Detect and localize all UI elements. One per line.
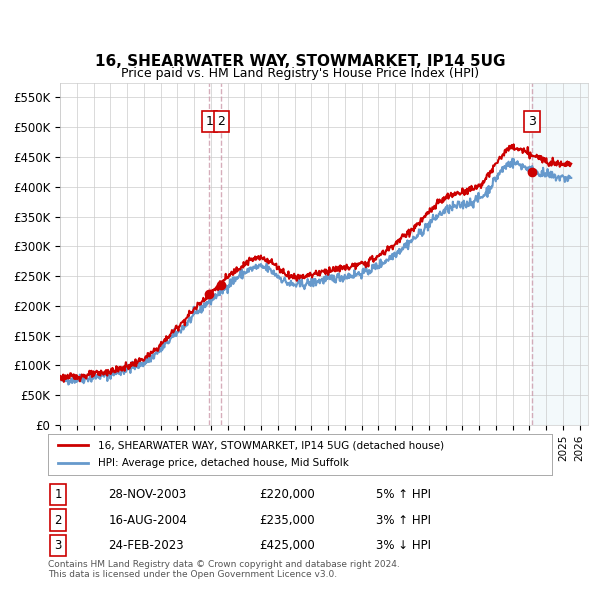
Text: 24-FEB-2023: 24-FEB-2023 <box>109 539 184 552</box>
Text: HPI: Average price, detached house, Mid Suffolk: HPI: Average price, detached house, Mid … <box>98 458 349 468</box>
Text: £220,000: £220,000 <box>260 489 316 502</box>
Text: £235,000: £235,000 <box>260 513 316 527</box>
Text: 1: 1 <box>55 489 62 502</box>
Text: Contains HM Land Registry data © Crown copyright and database right 2024.
This d: Contains HM Land Registry data © Crown c… <box>48 560 400 579</box>
Text: 2: 2 <box>217 115 225 128</box>
Text: 3: 3 <box>55 539 62 552</box>
Text: 5% ↑ HPI: 5% ↑ HPI <box>376 489 431 502</box>
Text: £425,000: £425,000 <box>260 539 316 552</box>
Bar <box>532 83 588 425</box>
Bar <box>532 83 588 425</box>
Text: 3: 3 <box>528 115 536 128</box>
Text: 16, SHEARWATER WAY, STOWMARKET, IP14 5UG (detached house): 16, SHEARWATER WAY, STOWMARKET, IP14 5UG… <box>98 440 445 450</box>
Text: 3% ↓ HPI: 3% ↓ HPI <box>376 539 431 552</box>
Text: 28-NOV-2003: 28-NOV-2003 <box>109 489 187 502</box>
Text: Price paid vs. HM Land Registry's House Price Index (HPI): Price paid vs. HM Land Registry's House … <box>121 67 479 80</box>
Text: 1: 1 <box>205 115 213 128</box>
Text: 3% ↑ HPI: 3% ↑ HPI <box>376 513 431 527</box>
Text: 16, SHEARWATER WAY, STOWMARKET, IP14 5UG: 16, SHEARWATER WAY, STOWMARKET, IP14 5UG <box>95 54 505 70</box>
Text: 2: 2 <box>55 513 62 527</box>
Text: 16-AUG-2004: 16-AUG-2004 <box>109 513 187 527</box>
